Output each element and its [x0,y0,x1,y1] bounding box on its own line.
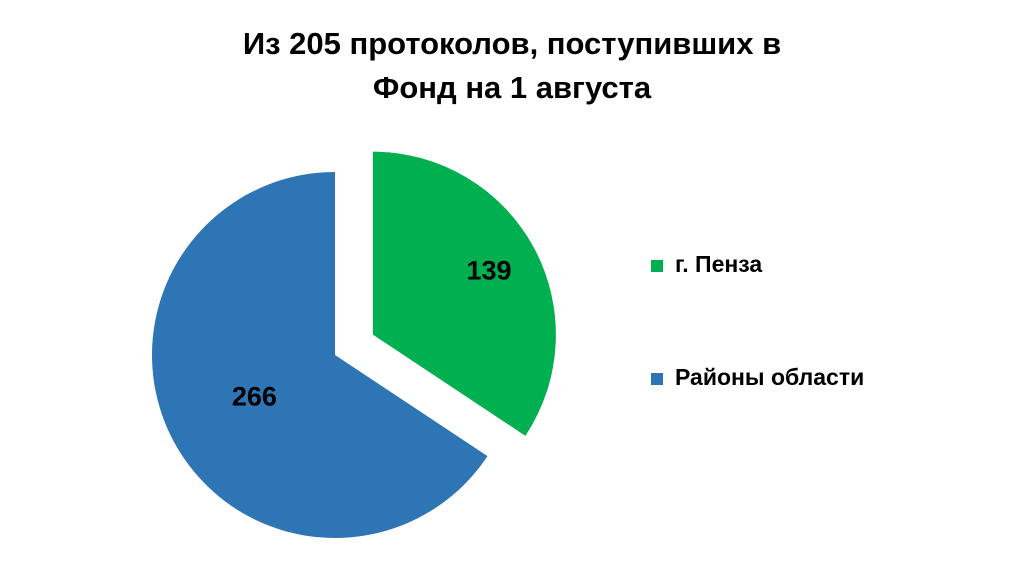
legend-label: г. Пенза [675,251,762,277]
chart-title: Из 205 протоколов, поступивших в Фонд на… [242,26,782,105]
data-label: 266 [232,381,277,411]
data-label: 139 [466,255,511,285]
pie-slice [372,151,556,436]
legend-swatch [651,260,663,272]
pie-slice [151,172,488,538]
legend-swatch [651,373,663,385]
legend-label: Районы области [675,364,864,390]
